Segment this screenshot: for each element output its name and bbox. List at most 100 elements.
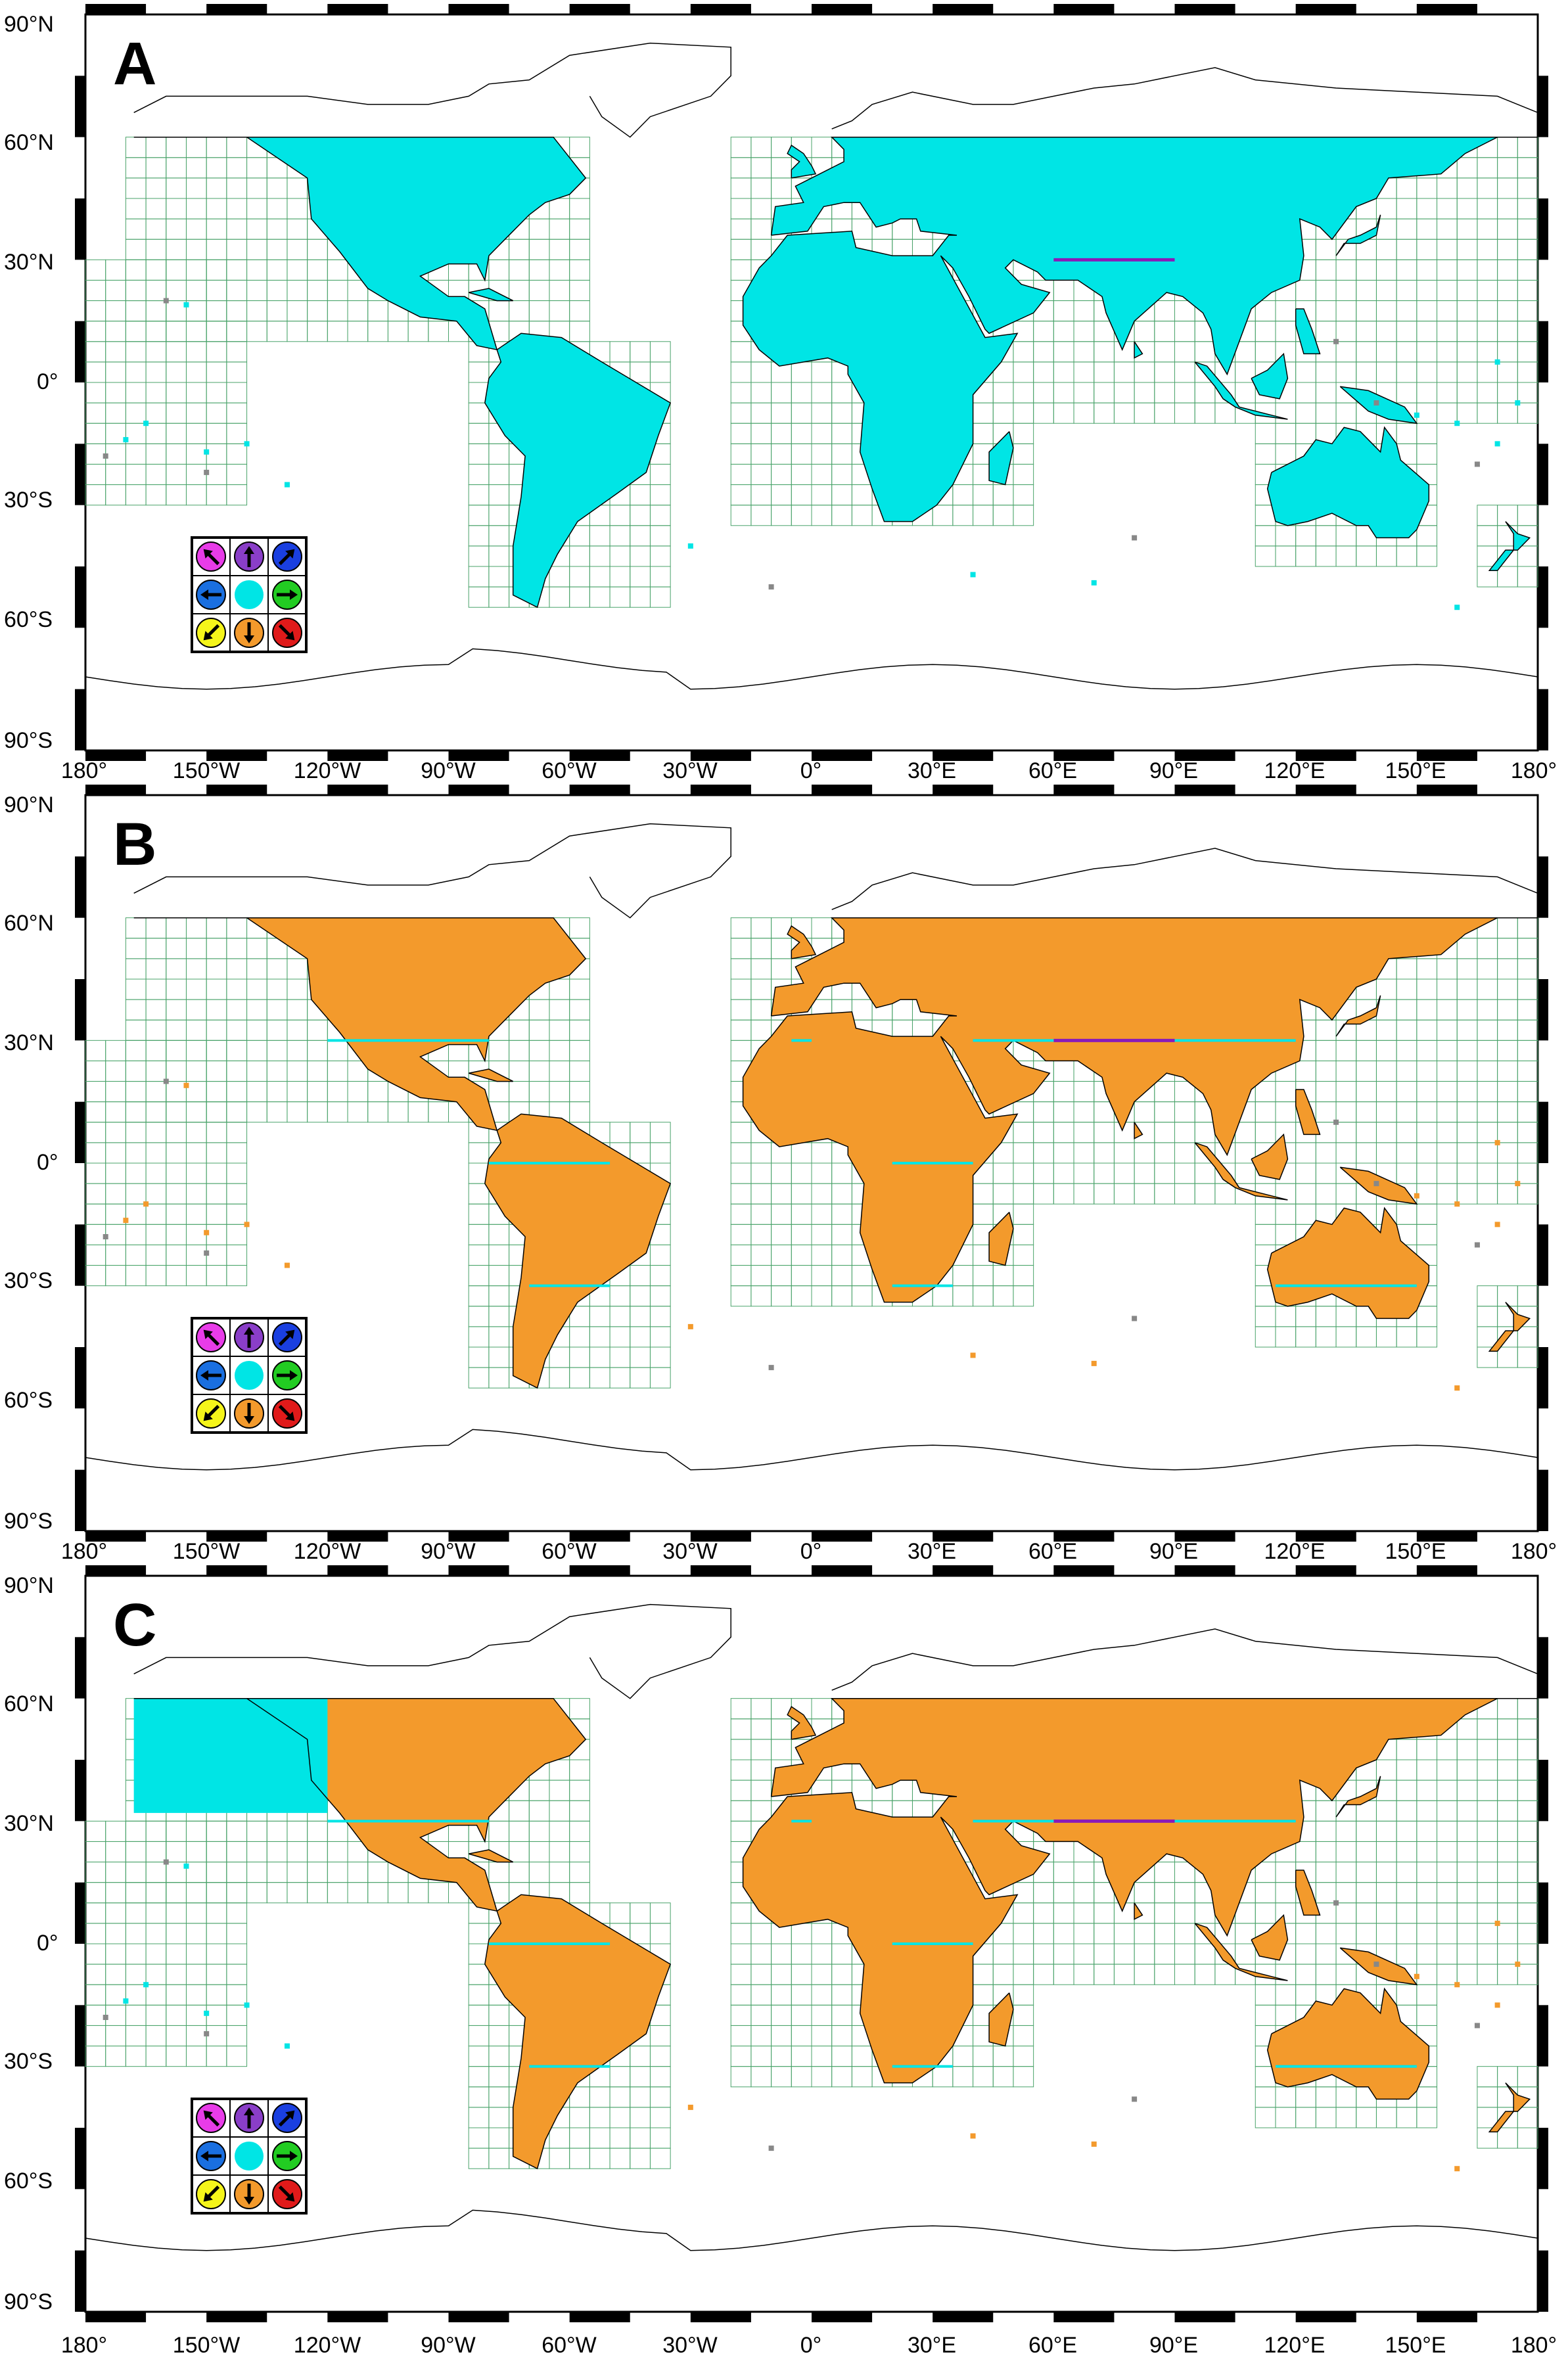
coastline bbox=[1266, 426, 1430, 539]
border-segment bbox=[933, 750, 994, 761]
border-segment bbox=[1295, 4, 1356, 14]
grid-boxes bbox=[85, 917, 1538, 1389]
border-segment bbox=[448, 750, 509, 761]
grid-box bbox=[569, 137, 590, 158]
border-segment bbox=[75, 444, 85, 505]
station-dot bbox=[103, 453, 108, 459]
coastline bbox=[988, 1212, 1014, 1266]
coastline bbox=[1134, 1122, 1143, 1139]
station-dot bbox=[123, 1218, 129, 1224]
coastline bbox=[133, 1697, 587, 1912]
arrow-head bbox=[244, 2197, 254, 2205]
coastlines bbox=[85, 1603, 1538, 2251]
station-dot bbox=[970, 2133, 976, 2139]
border-segment bbox=[1053, 1565, 1115, 1576]
land-region-southAmerica bbox=[484, 333, 671, 608]
arctic-coastline bbox=[831, 67, 1538, 129]
land-region-cuba bbox=[469, 1849, 513, 1862]
land-region-uk bbox=[787, 145, 816, 178]
cyan-region bbox=[133, 1698, 328, 1813]
lon-label: 90°E bbox=[1149, 758, 1198, 783]
panel-letter: B bbox=[113, 811, 156, 878]
border-segment bbox=[1174, 785, 1235, 795]
arrow-head bbox=[244, 1416, 254, 1424]
border-segment bbox=[1538, 1101, 1548, 1163]
coastline bbox=[1339, 1166, 1418, 1205]
land-region-borneo bbox=[1251, 354, 1288, 399]
border-segment bbox=[75, 1882, 85, 1944]
lon-label: 60°W bbox=[542, 2333, 597, 2358]
coastline bbox=[1335, 1776, 1381, 1818]
border-segment bbox=[933, 4, 994, 14]
coastline bbox=[1134, 341, 1143, 359]
land-region-madagascar bbox=[989, 1992, 1013, 2046]
border-segment bbox=[1538, 1347, 1548, 1409]
coastline bbox=[1295, 1089, 1321, 1136]
border-segment bbox=[85, 750, 147, 761]
station-dot bbox=[1494, 359, 1500, 365]
station-dot bbox=[1091, 2141, 1097, 2147]
coastline bbox=[787, 144, 817, 179]
border-segment bbox=[1416, 1565, 1477, 1576]
panel-b: B bbox=[75, 785, 1548, 1542]
station-dot bbox=[1373, 400, 1379, 406]
station-dot bbox=[1333, 1119, 1339, 1125]
arctic-coastline bbox=[831, 1628, 1538, 1691]
lat-label: 60°S bbox=[4, 2169, 53, 2193]
border-segment bbox=[75, 979, 85, 1041]
border-segment bbox=[448, 1565, 509, 1576]
border-segment bbox=[1538, 1760, 1548, 1822]
border-segment bbox=[1538, 1224, 1548, 1286]
lon-label: 0° bbox=[800, 758, 822, 783]
border-segment bbox=[448, 2312, 509, 2322]
coastline bbox=[484, 1113, 672, 1389]
lon-label: 0° bbox=[800, 2333, 822, 2358]
lon-label: 60°E bbox=[1028, 1539, 1077, 1564]
land-region-sriLanka bbox=[1134, 341, 1143, 358]
lon-label: 180° bbox=[61, 758, 107, 783]
coastline bbox=[484, 1894, 672, 2170]
border-segment bbox=[1538, 856, 1548, 918]
border-segment bbox=[75, 566, 85, 628]
border-segment bbox=[1538, 2128, 1548, 2190]
station-dot bbox=[143, 1982, 149, 1988]
border-segment bbox=[206, 750, 267, 761]
land-region-borneo bbox=[1251, 1915, 1288, 1960]
land-region-southAmerica bbox=[484, 1894, 671, 2169]
border-segment bbox=[1053, 785, 1115, 795]
arrow-head bbox=[290, 1370, 298, 1381]
grid-box bbox=[649, 1902, 671, 1924]
grid-box bbox=[1517, 2066, 1538, 2088]
border-segment bbox=[933, 1565, 994, 1576]
station-dot bbox=[204, 2010, 210, 2016]
border-segment bbox=[1174, 750, 1235, 761]
lat-label: 0° bbox=[37, 1931, 58, 1956]
land-region-australia bbox=[1267, 1208, 1429, 1319]
station-dot bbox=[204, 469, 210, 475]
arctic-coastline bbox=[133, 1603, 731, 1699]
border-segment bbox=[1538, 979, 1548, 1041]
legend-cell bbox=[229, 1394, 269, 1433]
arrow-head bbox=[290, 2151, 298, 2161]
lon-label: 30°W bbox=[662, 758, 718, 783]
coastline bbox=[742, 136, 1538, 522]
border-segment bbox=[569, 4, 630, 14]
lon-label: 150°E bbox=[1385, 758, 1446, 783]
border-segment bbox=[75, 1469, 85, 1531]
border-segment bbox=[569, 1565, 630, 1576]
station-dot bbox=[143, 1201, 149, 1207]
lat-label: 30°S bbox=[4, 488, 53, 513]
land-region-japan bbox=[1336, 1776, 1381, 1818]
station-dot bbox=[1494, 1222, 1500, 1228]
station-dot bbox=[1454, 421, 1460, 426]
coastline bbox=[133, 917, 587, 1132]
legend-cell bbox=[191, 575, 231, 614]
border-segment bbox=[1538, 2005, 1548, 2067]
antarctica-coastline bbox=[85, 648, 1538, 690]
arrow-head bbox=[244, 1327, 254, 1335]
station-dot bbox=[244, 2002, 250, 2008]
station-dot bbox=[1414, 1973, 1419, 1979]
coastline bbox=[468, 288, 514, 302]
arrow-up-left-icon bbox=[206, 2113, 220, 2127]
coastline bbox=[742, 917, 1538, 1303]
